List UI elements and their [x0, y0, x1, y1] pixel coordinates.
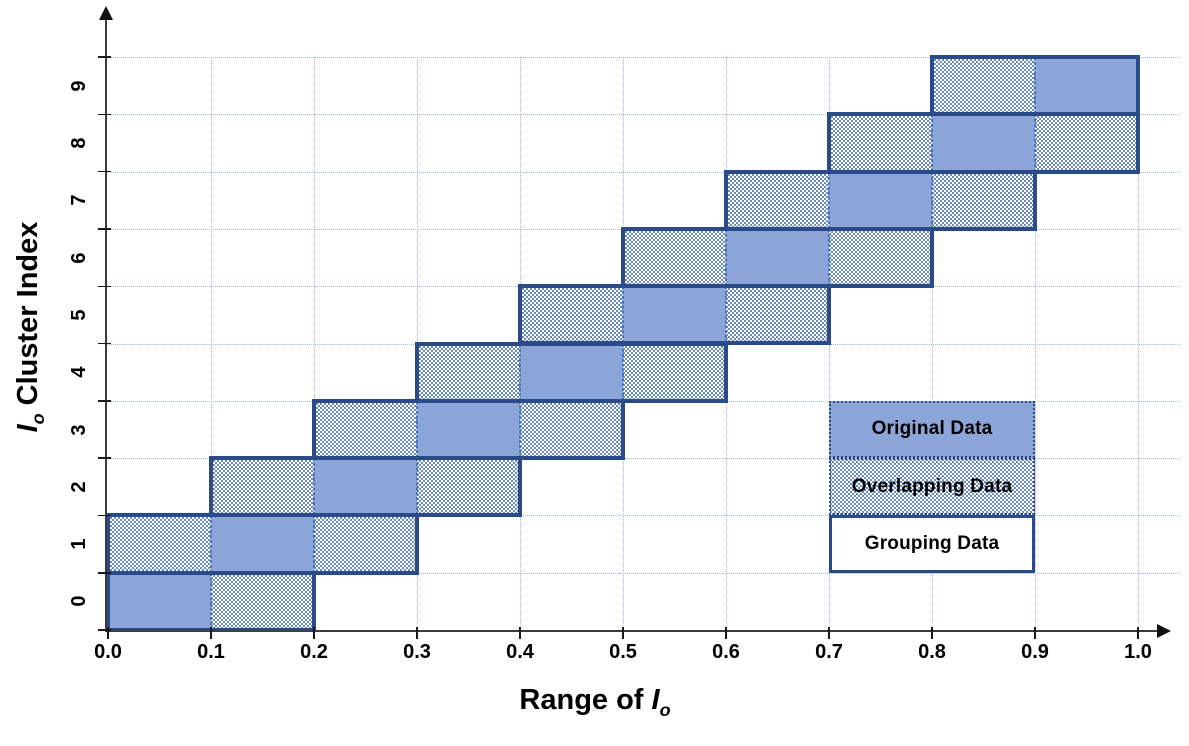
x-axis-tick	[931, 627, 933, 639]
grid-line-horizontal	[105, 515, 1180, 517]
y-axis-title-subscript: o	[27, 413, 48, 425]
y-axis-title: Io Cluster Index	[8, 177, 48, 477]
overlapping-data-cell	[417, 343, 520, 401]
y-tick-label: 2	[68, 481, 90, 493]
grouping-data-box	[518, 284, 831, 346]
grid-line-horizontal	[105, 171, 1180, 173]
y-tick-label: 6	[68, 252, 90, 264]
y-axis-title-symbol: I	[12, 424, 44, 433]
y-axis-tick	[98, 457, 111, 459]
grouping-data-box	[106, 513, 419, 575]
original-data-cell	[211, 515, 314, 573]
overlapping-data-cell	[726, 286, 829, 344]
overlapping-data-cell	[211, 458, 314, 516]
x-tick-label: 0.6	[712, 641, 740, 663]
y-axis-title-text: Cluster Index	[12, 221, 44, 414]
original-data-cell	[417, 400, 520, 459]
y-axis-tick	[98, 629, 111, 631]
y-axis-tick	[98, 228, 111, 230]
x-axis-tick	[210, 627, 212, 639]
y-tick-label: 0	[68, 595, 90, 607]
x-axis-tick	[725, 627, 727, 639]
x-axis-line	[105, 630, 1159, 632]
x-axis-tick	[622, 627, 624, 639]
x-axis-tick	[828, 627, 830, 639]
x-tick-label: 0.0	[94, 641, 122, 663]
original-data-cell	[520, 343, 623, 401]
original-data-cell	[1035, 57, 1138, 115]
original-data-cell	[314, 458, 417, 516]
grid-line-vertical	[1035, 57, 1036, 630]
x-axis-arrow-icon	[1157, 624, 1171, 638]
grouping-data-box	[930, 55, 1140, 117]
grid-line-horizontal	[105, 572, 1180, 574]
legend-item-grouping: Grouping Data	[829, 515, 1035, 573]
x-axis-tick	[416, 627, 418, 639]
original-data-cell	[108, 572, 211, 630]
grid-line-vertical	[932, 57, 933, 630]
x-tick-label: 0.5	[609, 641, 637, 663]
y-axis-tick	[98, 285, 111, 287]
overlapping-data-cell	[314, 515, 417, 573]
x-tick-label: 0.7	[815, 641, 843, 663]
grouping-data-box	[827, 112, 1140, 174]
grouping-data-box	[312, 398, 625, 461]
overlapping-data-cell	[314, 400, 417, 459]
y-tick-label: 9	[68, 80, 90, 92]
overlapping-data-cell	[623, 343, 726, 401]
grouping-data-box	[415, 341, 728, 403]
y-tick-label: 3	[68, 423, 90, 436]
grouping-data-box	[106, 570, 316, 632]
x-axis-title-text: Range of	[519, 684, 652, 716]
y-axis-line	[105, 18, 107, 632]
x-tick-label: 0.2	[300, 641, 328, 663]
x-axis-tick	[1137, 627, 1139, 639]
x-axis-title-subscript: o	[659, 699, 671, 720]
x-axis-title: Range of Io	[355, 684, 835, 721]
y-axis-tick	[98, 170, 111, 173]
grouping-data-box	[724, 169, 1037, 231]
legend-item-overlapping: Overlapping Data	[829, 458, 1035, 516]
y-axis-tick	[98, 113, 111, 116]
x-axis-title-symbol: I	[651, 684, 660, 716]
x-axis-tick	[313, 627, 315, 639]
legend-item-original: Original Data	[829, 400, 1035, 459]
y-axis-arrow-icon	[99, 6, 113, 20]
y-tick-label: 4	[68, 366, 90, 378]
original-data-cell	[726, 228, 829, 287]
x-tick-label: 0.9	[1021, 641, 1049, 663]
x-axis-tick	[1034, 627, 1036, 639]
overlapping-data-cell	[932, 171, 1035, 229]
overlapping-data-cell	[829, 228, 932, 287]
y-tick-label: 5	[68, 309, 90, 321]
overlapping-data-cell	[417, 458, 520, 516]
overlapping-data-cell	[829, 114, 932, 172]
x-tick-label: 0.4	[506, 641, 534, 663]
y-axis-tick	[98, 514, 111, 517]
x-tick-label: 0.1	[197, 641, 225, 663]
y-tick-label: 1	[68, 538, 90, 550]
grouping-data-box	[209, 456, 522, 518]
overlapping-data-cell	[1035, 114, 1138, 172]
grid-line-vertical	[1138, 57, 1139, 630]
y-tick-label: 8	[68, 137, 90, 149]
y-tick-label: 7	[68, 194, 90, 206]
x-axis-tick	[107, 627, 109, 639]
grid-line-horizontal	[105, 57, 1180, 58]
x-tick-label: 1.0	[1124, 641, 1152, 663]
grouping-data-box	[621, 226, 934, 289]
x-tick-label: 0.8	[918, 641, 946, 663]
grid-line-horizontal	[105, 458, 1180, 460]
y-axis-tick	[98, 572, 111, 574]
grid-line-horizontal	[105, 114, 1180, 116]
y-axis-tick	[98, 400, 111, 402]
x-axis-tick	[519, 627, 521, 639]
y-axis-tick	[98, 342, 111, 345]
y-axis-tick	[98, 56, 111, 58]
overlapping-data-cell	[520, 286, 623, 344]
x-tick-label: 0.3	[403, 641, 431, 663]
